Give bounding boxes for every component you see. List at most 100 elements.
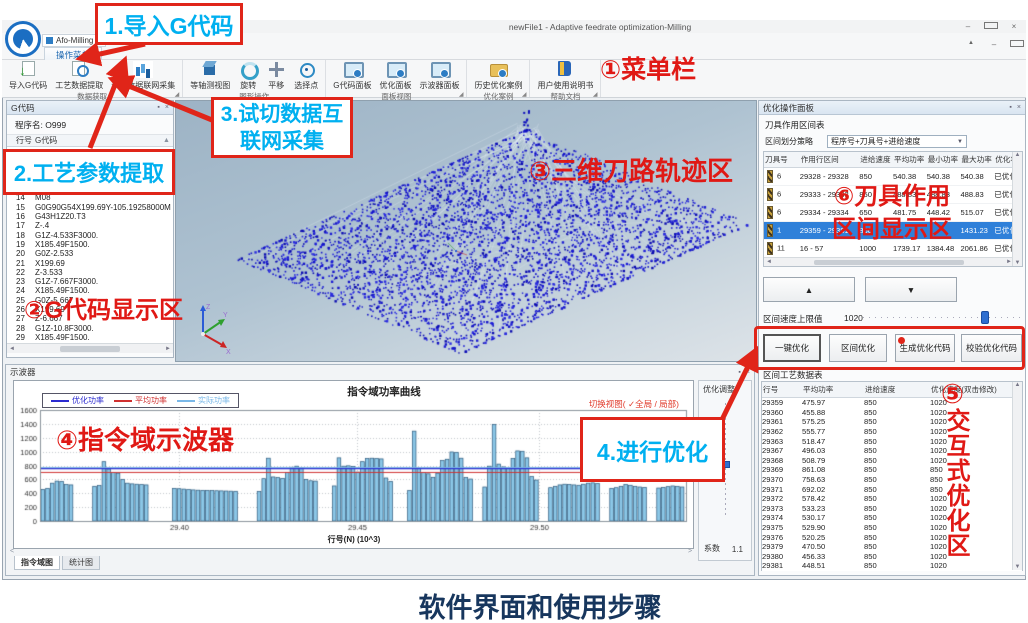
scroll-down-icon[interactable]: ▼	[1014, 260, 1021, 266]
dialog-launcher-icon[interactable]: ◢	[592, 92, 598, 98]
gcode-row[interactable]: 27 Z-6.667	[7, 314, 173, 323]
data-table-row[interactable]: 29363 518.47 850 1020	[762, 436, 1022, 446]
coef-slider-track[interactable]	[725, 403, 726, 518]
ribbon-button-用户使用说明书[interactable]: 用户使用说明书	[533, 60, 597, 91]
gcode-row[interactable]: 20 G0Z-2.533	[7, 249, 173, 258]
ribbon-button-试切数据联网采集[interactable]: 试切数据联网采集	[107, 60, 179, 91]
dialog-launcher-icon[interactable]: ◢	[458, 92, 464, 98]
scroll-up-icon[interactable]: ▲	[163, 137, 170, 144]
data-table-row[interactable]: 29368 508.79 850 1020	[762, 455, 1022, 466]
gcode-row[interactable]: 23 G1Z-7.667F3000.	[7, 277, 173, 286]
close-icon[interactable]: ×	[745, 368, 750, 376]
gcode-hscrollbar[interactable]: ◄ ►	[7, 343, 173, 353]
ribbon-button-示波器面板[interactable]: 示波器面板	[415, 60, 463, 91]
ribbon-button-历史优化案例[interactable]: 历史优化案例	[470, 60, 526, 91]
data-table-row[interactable]: 29362 555.77 850 1020	[762, 426, 1022, 437]
strategy-combobox[interactable]: 程序号+刀具号+进给速度 ▼	[827, 135, 967, 148]
gcode-row[interactable]: 15 G0G90G54X199.69Y-105.19258000M	[7, 203, 173, 212]
action-button-校验优化代码[interactable]: 校验优化代码	[961, 334, 1022, 362]
data-table-col-行号[interactable]: 行号	[763, 385, 779, 394]
ribbon-button-优化面板[interactable]: 优化面板	[375, 60, 415, 91]
action-button-生成优化代码[interactable]: 生成优化代码	[895, 334, 955, 362]
pin-icon[interactable]: ▪	[1009, 104, 1012, 111]
view-toggle-link[interactable]: 切换视图( ✓全局 / 局部)	[588, 399, 679, 409]
gcode-row[interactable]: 29 X185.49F1500.	[7, 333, 173, 342]
data-table-row[interactable]: 29359 475.97 850 1020	[762, 398, 1022, 408]
ribbon-button-选择点[interactable]: 选择点	[290, 60, 322, 91]
ribbon-button-工艺数据提取[interactable]: 工艺数据提取	[51, 60, 107, 91]
data-table-col-平均功率[interactable]: 平均功率	[803, 385, 834, 394]
ribbon-button-平移[interactable]: 平移	[262, 60, 290, 91]
scroll-left-icon[interactable]: <	[10, 548, 15, 555]
pin-icon[interactable]: ▪	[157, 104, 160, 111]
gcode-row[interactable]: 25 G0Z-5.667	[7, 296, 173, 305]
data-table-row[interactable]: 29369 861.08 850 850	[762, 465, 1022, 475]
close-button[interactable]: ×	[1011, 22, 1017, 31]
close-icon[interactable]: ×	[1016, 104, 1021, 111]
gcode-row[interactable]: 19 X185.49F1500.	[7, 240, 173, 249]
gcode-row[interactable]: 18 G1Z-4.533F3000.	[7, 231, 173, 240]
data-table-row[interactable]: 29372 578.42 850 1020	[762, 493, 1022, 504]
data-table-row[interactable]: 29375 529.90 850 1020	[762, 522, 1022, 533]
tab-operation-menu[interactable]: 操作菜单	[44, 47, 102, 61]
gcode-row[interactable]: 22 Z-3.533	[7, 268, 173, 277]
data-table-row[interactable]: 29380 456.33 850 1020	[762, 551, 1022, 562]
speed-slider-handle[interactable]	[981, 311, 989, 324]
data-table-col-进给速度[interactable]: 进给速度	[865, 385, 896, 394]
data-table-row[interactable]: 29376 520.25 850 1020	[762, 532, 1022, 542]
gcode-row[interactable]: 24 X185.49F1500.	[7, 286, 173, 295]
ribbon-collapse-icon[interactable]: ▲	[968, 40, 974, 46]
tool-table-col-进给速度[interactable]: 进给速度	[860, 155, 891, 164]
scroll-left-icon[interactable]: ◄	[9, 345, 15, 352]
osc-tab-指令域图[interactable]: 指令域图	[14, 556, 60, 570]
data-table-col-优化速度(双击修改)[interactable]: 优化速度(双击修改)	[931, 385, 997, 394]
ribbon-button-G代码面板[interactable]: G代码面板	[329, 60, 375, 91]
scroll-left-icon[interactable]: ◄	[766, 259, 772, 265]
data-table-row[interactable]: 29367 496.03 850 1020	[762, 445, 1022, 456]
gcode-row[interactable]: 21 X199.69	[7, 259, 173, 268]
tool-table-row[interactable]: 11 16 - 57 1000 1739.17 1384.48 2061.86 已优化	[764, 240, 1022, 258]
scroll-right-icon[interactable]: ►	[165, 345, 171, 352]
scroll-up-icon[interactable]: ▲	[1014, 152, 1021, 158]
dialog-launcher-icon[interactable]: ◢	[521, 92, 527, 98]
ribbon-restore-icon[interactable]	[1010, 40, 1024, 49]
tool-table-row[interactable]: 1 29359 - 29381 850 1431.23 已优化	[764, 222, 1022, 240]
action-button-一键优化[interactable]: 一键优化	[763, 334, 821, 362]
data-table-row[interactable]: 29360 455.88 850 1020	[762, 407, 1022, 418]
tool-table-vscrollbar[interactable]: ▲ ▼	[1012, 152, 1022, 266]
ribbon-button-导入G代码[interactable]: 导入G代码	[5, 60, 51, 91]
data-table-row[interactable]: 29374 530.17 850 1020	[762, 513, 1022, 523]
ribbon-minimize-icon[interactable]: –	[991, 40, 997, 49]
tool-table-row[interactable]: 6 29334 - 29334 650 481.75 448.42 515.07 已优化	[764, 204, 1022, 222]
data-table-row[interactable]: 29370 758.63 850 850	[762, 474, 1022, 485]
gcode-row[interactable]: 17 Z-.4	[7, 221, 173, 230]
restore-button[interactable]	[984, 22, 998, 31]
pin-icon[interactable]: ▪	[738, 368, 741, 376]
tool-table-col-作用行区间[interactable]: 作用行区间	[800, 155, 839, 164]
gcode-row[interactable]: 28 G1Z-10.8F3000.	[7, 324, 173, 333]
speed-slider-track[interactable]	[863, 317, 1021, 318]
tool-table-col-刀具号[interactable]: 刀具号	[765, 155, 788, 164]
ribbon-button-等轴测视图[interactable]: 等轴测视图	[186, 60, 234, 91]
action-button-区间优化[interactable]: 区间优化	[829, 334, 887, 362]
data-table-row[interactable]: 29373 533.23 850 1020	[762, 503, 1022, 514]
data-table-row[interactable]: 29381 448.51 850 1020	[762, 561, 1022, 571]
tool-table-row[interactable]: 6 29333 - 29333 850 488.83 488.83 488.83 已优化	[764, 186, 1022, 204]
tool-table-col-最大功率[interactable]: 最大功率	[961, 155, 992, 164]
data-table-row[interactable]: 29379 470.50 850 1020	[762, 541, 1022, 552]
tool-table-col-优化状态[interactable]: 优化状态	[995, 155, 1022, 164]
tool-table-hscrollbar[interactable]: ◄ ►	[764, 257, 1014, 266]
osc-tab-统计图[interactable]: 统计图	[62, 556, 100, 570]
scroll-right-icon[interactable]: >	[688, 548, 693, 555]
data-table-vscrollbar[interactable]: ▲ ▼	[1012, 382, 1022, 570]
data-table-row[interactable]: 29371 692.02 850 850	[762, 484, 1022, 494]
ribbon-button-旋转[interactable]: 旋转	[234, 60, 262, 91]
tool-table-row[interactable]: 6 29328 - 29328 850 540.38 540.38 540.38 已优化	[764, 168, 1022, 186]
gcode-row[interactable]: 14 M08	[7, 193, 173, 202]
scroll-up-icon[interactable]: ▲	[1014, 382, 1021, 388]
gcode-row[interactable]: 16 G43H1Z20.T3	[7, 212, 173, 221]
interval-up-button[interactable]: ▲	[763, 277, 855, 302]
minimize-button[interactable]: –	[965, 22, 971, 31]
interval-down-button[interactable]: ▼	[865, 277, 957, 302]
tool-table-col-平均功率[interactable]: 平均功率	[893, 155, 925, 164]
